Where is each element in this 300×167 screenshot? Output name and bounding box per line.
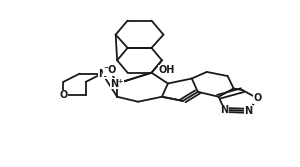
Text: ⁻O: ⁻O (103, 65, 116, 75)
Text: N: N (98, 69, 106, 78)
Text: N: N (244, 106, 253, 116)
Text: O: O (254, 93, 262, 103)
Text: N⁺: N⁺ (110, 78, 124, 89)
Text: N: N (220, 105, 229, 115)
Text: O: O (59, 90, 68, 100)
Text: OH: OH (159, 65, 175, 75)
